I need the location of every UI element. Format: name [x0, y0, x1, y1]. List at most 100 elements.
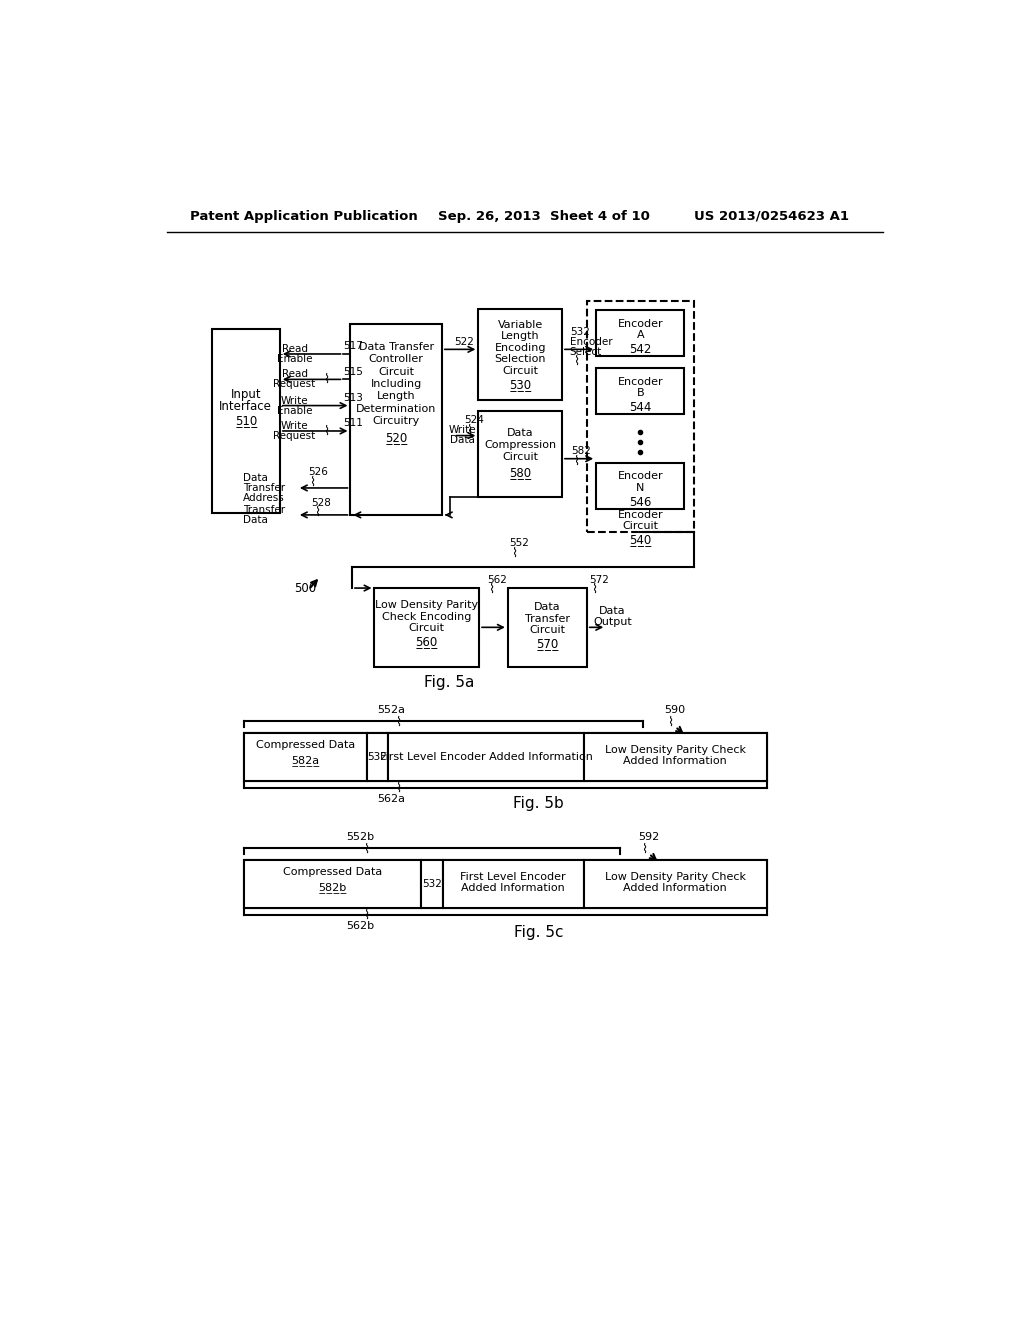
Text: 5̲8̲0̲: 5̲8̲0̲	[509, 466, 531, 479]
Text: 532: 532	[368, 751, 387, 762]
Text: N: N	[636, 483, 644, 492]
Text: Controller: Controller	[369, 354, 424, 364]
Text: ⌇: ⌇	[362, 842, 369, 855]
Text: 552b: 552b	[346, 832, 375, 842]
Text: Patent Application Publication: Patent Application Publication	[190, 210, 418, 223]
Text: 582: 582	[571, 446, 591, 455]
Bar	[245, 859, 421, 908]
Text: Request: Request	[273, 432, 315, 441]
Bar	[596, 310, 684, 356]
Text: 5̲7̲0̲: 5̲7̲0̲	[537, 638, 558, 649]
Text: Transfer: Transfer	[243, 506, 285, 515]
Text: Selection: Selection	[495, 354, 546, 364]
Text: Write: Write	[449, 425, 476, 436]
Text: First Level Encoder: First Level Encoder	[461, 871, 566, 882]
Text: Transfer: Transfer	[524, 614, 569, 624]
Text: ⌇: ⌇	[572, 354, 579, 367]
Text: Output: Output	[593, 616, 632, 627]
Text: Low Density Parity Check: Low Density Parity Check	[604, 871, 745, 882]
Text: 526: 526	[308, 467, 328, 477]
Text: 562b: 562b	[346, 921, 375, 931]
Text: 5̲6̲0̲: 5̲6̲0̲	[416, 635, 437, 648]
Text: ⌇: ⌇	[488, 583, 495, 597]
Text: ⌇: ⌇	[511, 546, 517, 560]
Text: Data: Data	[599, 606, 626, 616]
Bar	[596, 462, 684, 508]
Text: Data Transfer: Data Transfer	[358, 342, 434, 352]
Bar	[350, 323, 442, 515]
Text: Fig. 5a: Fig. 5a	[424, 675, 475, 689]
Text: 5̲2̲0̲: 5̲2̲0̲	[385, 432, 408, 445]
Text: ⌇: ⌇	[314, 506, 321, 519]
Bar	[584, 859, 767, 908]
Text: Sep. 26, 2013  Sheet 4 of 10: Sep. 26, 2013 Sheet 4 of 10	[438, 210, 650, 223]
Text: Data: Data	[451, 436, 475, 445]
Text: ⌇: ⌇	[309, 475, 315, 488]
Text: Encoding: Encoding	[495, 343, 546, 352]
Bar	[245, 859, 767, 908]
Text: ⌇: ⌇	[641, 842, 647, 855]
Text: Check Encoding: Check Encoding	[382, 611, 471, 622]
Text: Circuitry: Circuitry	[373, 416, 420, 426]
Bar	[587, 301, 693, 532]
Text: Added Information: Added Information	[624, 756, 727, 767]
Text: Encoder: Encoder	[617, 471, 664, 482]
Text: Write: Write	[281, 421, 308, 432]
Text: Circuit: Circuit	[502, 366, 539, 376]
Text: Circuit: Circuit	[502, 453, 539, 462]
Text: Data: Data	[243, 515, 267, 525]
Text: Circuit: Circuit	[529, 626, 565, 635]
Text: ⌇: ⌇	[394, 715, 400, 729]
Text: Compressed Data: Compressed Data	[256, 741, 355, 750]
Text: 517: 517	[343, 342, 364, 351]
Bar	[375, 589, 479, 667]
Text: ⌇: ⌇	[362, 908, 369, 921]
Text: Read: Read	[282, 370, 307, 379]
Text: Determination: Determination	[356, 404, 436, 413]
Text: Transfer: Transfer	[243, 483, 285, 492]
Text: Added Information: Added Information	[624, 883, 727, 894]
Text: 590: 590	[665, 705, 685, 714]
Text: 5̲4̲2̲: 5̲4̲2̲	[629, 342, 651, 355]
Text: 5̲8̲2̲a̲: 5̲8̲2̲a̲	[292, 755, 319, 766]
Text: 572: 572	[589, 576, 609, 585]
Text: 511: 511	[343, 418, 364, 428]
Text: 513: 513	[343, 393, 364, 403]
Text: Length: Length	[501, 331, 540, 342]
Bar	[508, 589, 587, 667]
Text: 562: 562	[486, 576, 507, 585]
Text: Enable: Enable	[276, 354, 312, 364]
Bar	[212, 330, 280, 512]
Text: 5̲8̲2̲b̲: 5̲8̲2̲b̲	[318, 882, 347, 894]
Bar	[367, 733, 388, 780]
Text: Variable: Variable	[498, 319, 543, 330]
Text: ⌇: ⌇	[591, 583, 597, 597]
Text: ⌇: ⌇	[324, 425, 330, 437]
Text: Select: Select	[569, 347, 602, 356]
Text: 5̲3̲0̲: 5̲3̲0̲	[509, 379, 531, 391]
Text: ⌇: ⌇	[668, 715, 674, 729]
Text: Fig. 5b: Fig. 5b	[513, 796, 564, 812]
Text: Length: Length	[377, 391, 416, 401]
Text: 522: 522	[454, 337, 474, 347]
Text: ⌇: ⌇	[394, 781, 400, 795]
Text: Address: Address	[243, 492, 285, 503]
Text: 5̲4̲0̲: 5̲4̲0̲	[629, 533, 651, 546]
Text: Circuit: Circuit	[623, 520, 658, 531]
Text: 592: 592	[638, 832, 659, 842]
Text: 515: 515	[343, 367, 364, 376]
Text: 562a: 562a	[378, 795, 406, 804]
Bar	[245, 733, 767, 780]
Text: Data: Data	[534, 602, 560, 612]
Text: 552: 552	[509, 539, 529, 548]
Text: Encoder: Encoder	[617, 376, 664, 387]
Text: ⌇: ⌇	[572, 454, 579, 467]
Text: Write: Write	[281, 396, 308, 407]
Text: 524: 524	[464, 416, 484, 425]
Bar	[388, 733, 584, 780]
Text: Low Density Parity Check: Low Density Parity Check	[604, 744, 745, 755]
Text: Added Information: Added Information	[461, 883, 565, 894]
Text: Compression: Compression	[484, 440, 556, 450]
Bar	[421, 859, 442, 908]
Text: ⌇: ⌇	[324, 372, 330, 385]
